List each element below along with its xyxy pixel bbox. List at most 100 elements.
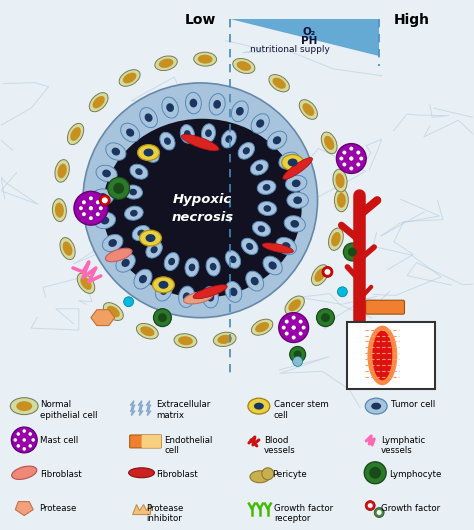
Ellipse shape <box>371 403 381 410</box>
Ellipse shape <box>237 61 251 71</box>
Ellipse shape <box>285 157 293 164</box>
Ellipse shape <box>140 108 157 128</box>
Circle shape <box>292 325 296 330</box>
Ellipse shape <box>63 241 73 256</box>
Ellipse shape <box>92 96 105 109</box>
Ellipse shape <box>250 471 270 483</box>
Circle shape <box>28 432 32 436</box>
Circle shape <box>79 206 83 210</box>
Polygon shape <box>230 19 379 56</box>
Ellipse shape <box>238 143 255 159</box>
Ellipse shape <box>263 184 270 191</box>
Circle shape <box>343 243 361 261</box>
Text: Lymphatic
vessels: Lymphatic vessels <box>381 436 425 455</box>
Ellipse shape <box>229 255 237 263</box>
Ellipse shape <box>162 97 178 118</box>
Circle shape <box>292 316 296 320</box>
Ellipse shape <box>121 259 130 267</box>
Ellipse shape <box>291 220 299 228</box>
Circle shape <box>368 503 373 508</box>
Text: Fibroblast: Fibroblast <box>40 470 82 479</box>
FancyBboxPatch shape <box>129 435 162 448</box>
FancyBboxPatch shape <box>347 322 435 389</box>
Circle shape <box>292 325 296 330</box>
Ellipse shape <box>168 258 175 266</box>
Circle shape <box>322 267 333 277</box>
Ellipse shape <box>124 185 143 199</box>
Ellipse shape <box>288 299 301 311</box>
Ellipse shape <box>70 127 81 141</box>
Ellipse shape <box>255 322 269 332</box>
Text: Fibroblast: Fibroblast <box>156 470 198 479</box>
Ellipse shape <box>134 269 152 289</box>
Ellipse shape <box>102 234 123 252</box>
Ellipse shape <box>256 119 264 128</box>
Circle shape <box>154 308 172 326</box>
Text: Mast cell: Mast cell <box>40 436 78 445</box>
Ellipse shape <box>92 189 114 205</box>
Ellipse shape <box>225 281 242 302</box>
Ellipse shape <box>205 129 212 137</box>
Ellipse shape <box>103 303 123 321</box>
Circle shape <box>294 350 301 358</box>
Ellipse shape <box>185 92 201 114</box>
Ellipse shape <box>251 319 273 335</box>
Text: Low: Low <box>184 13 216 28</box>
FancyBboxPatch shape <box>366 300 404 314</box>
Ellipse shape <box>292 180 301 187</box>
Ellipse shape <box>288 158 298 166</box>
Ellipse shape <box>209 94 225 115</box>
Ellipse shape <box>160 286 168 295</box>
Ellipse shape <box>182 134 219 151</box>
Ellipse shape <box>255 164 263 171</box>
Ellipse shape <box>233 58 255 74</box>
Circle shape <box>282 325 286 330</box>
Ellipse shape <box>210 263 217 270</box>
Ellipse shape <box>367 325 397 385</box>
Circle shape <box>292 356 302 366</box>
Circle shape <box>377 510 382 515</box>
Circle shape <box>96 200 100 204</box>
Ellipse shape <box>60 237 75 260</box>
Ellipse shape <box>206 258 220 276</box>
Circle shape <box>369 467 381 479</box>
Ellipse shape <box>229 288 237 296</box>
Circle shape <box>359 156 363 161</box>
Text: Growth factor: Growth factor <box>381 504 440 513</box>
Ellipse shape <box>158 281 168 289</box>
Ellipse shape <box>109 239 117 247</box>
Ellipse shape <box>144 148 154 156</box>
Ellipse shape <box>268 261 277 270</box>
Ellipse shape <box>67 123 84 145</box>
Circle shape <box>339 156 343 161</box>
Ellipse shape <box>225 135 232 143</box>
Ellipse shape <box>164 137 171 145</box>
Ellipse shape <box>333 169 347 192</box>
Ellipse shape <box>314 268 326 282</box>
Ellipse shape <box>231 101 248 121</box>
Ellipse shape <box>253 222 271 236</box>
Circle shape <box>337 287 347 297</box>
Ellipse shape <box>89 93 108 112</box>
Ellipse shape <box>328 228 343 250</box>
Polygon shape <box>91 310 115 325</box>
Circle shape <box>348 248 357 257</box>
Ellipse shape <box>331 232 341 246</box>
Circle shape <box>31 438 35 441</box>
Ellipse shape <box>283 157 312 179</box>
Ellipse shape <box>103 119 301 298</box>
Circle shape <box>11 427 37 453</box>
Ellipse shape <box>273 136 281 144</box>
Circle shape <box>124 297 134 307</box>
Circle shape <box>17 444 20 448</box>
Text: Blood
vessels: Blood vessels <box>264 436 296 455</box>
Ellipse shape <box>94 213 116 228</box>
Circle shape <box>299 332 302 335</box>
Circle shape <box>89 196 93 200</box>
Ellipse shape <box>218 335 232 344</box>
Text: Lymphocyte: Lymphocyte <box>389 470 441 479</box>
Circle shape <box>285 332 289 335</box>
Ellipse shape <box>128 468 155 478</box>
Text: PH: PH <box>301 36 318 46</box>
Ellipse shape <box>226 251 241 268</box>
